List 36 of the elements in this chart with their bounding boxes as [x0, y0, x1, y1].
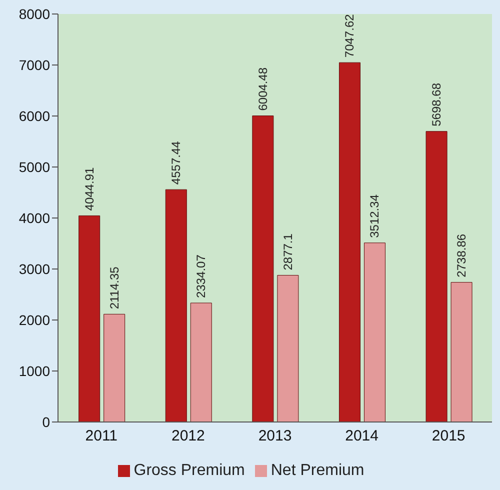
- y-tick-label: 4000: [18, 210, 50, 226]
- data-label: 5698.68: [430, 82, 444, 126]
- data-label: 6004.48: [256, 67, 270, 111]
- bar: [277, 275, 299, 422]
- data-label: 7047.62: [342, 14, 357, 58]
- x-tick-label: 2013: [258, 428, 292, 445]
- y-tick-label: 2000: [18, 312, 50, 328]
- x-tick-label: 2011: [85, 428, 118, 445]
- y-tick-label: 1000: [18, 362, 50, 379]
- data-label: 2334.07: [194, 254, 208, 298]
- y-tick-label: 0: [42, 414, 50, 430]
- bar: [104, 314, 126, 422]
- bar: [338, 62, 360, 422]
- data-label: 4557.44: [169, 140, 184, 185]
- y-tick-label: 6000: [18, 108, 50, 124]
- data-label: 4044.91: [82, 167, 96, 211]
- legend-label: Gross Premium: [134, 462, 245, 479]
- x-tick-label: 2012: [172, 428, 205, 445]
- data-label: 2114.35: [107, 266, 122, 310]
- bar: [252, 116, 274, 422]
- y-tick-label: 5000: [18, 158, 50, 175]
- y-tick-label: 3000: [18, 260, 50, 277]
- data-label: 2738.86: [454, 234, 469, 278]
- x-tick-label: 2015: [432, 428, 466, 445]
- bar: [78, 215, 100, 422]
- data-label: 3512.34: [368, 194, 382, 238]
- bar: [426, 131, 448, 422]
- y-tick-label: 7000: [18, 56, 50, 73]
- bar: [364, 242, 386, 422]
- legend-label: Net Premium: [270, 462, 364, 479]
- x-tick-label: 2014: [345, 428, 378, 445]
- y-tick-label: 8000: [18, 6, 50, 22]
- bar: [165, 189, 187, 422]
- data-label: 2877.1: [280, 233, 295, 270]
- bar: [190, 302, 212, 422]
- bar: [450, 282, 472, 422]
